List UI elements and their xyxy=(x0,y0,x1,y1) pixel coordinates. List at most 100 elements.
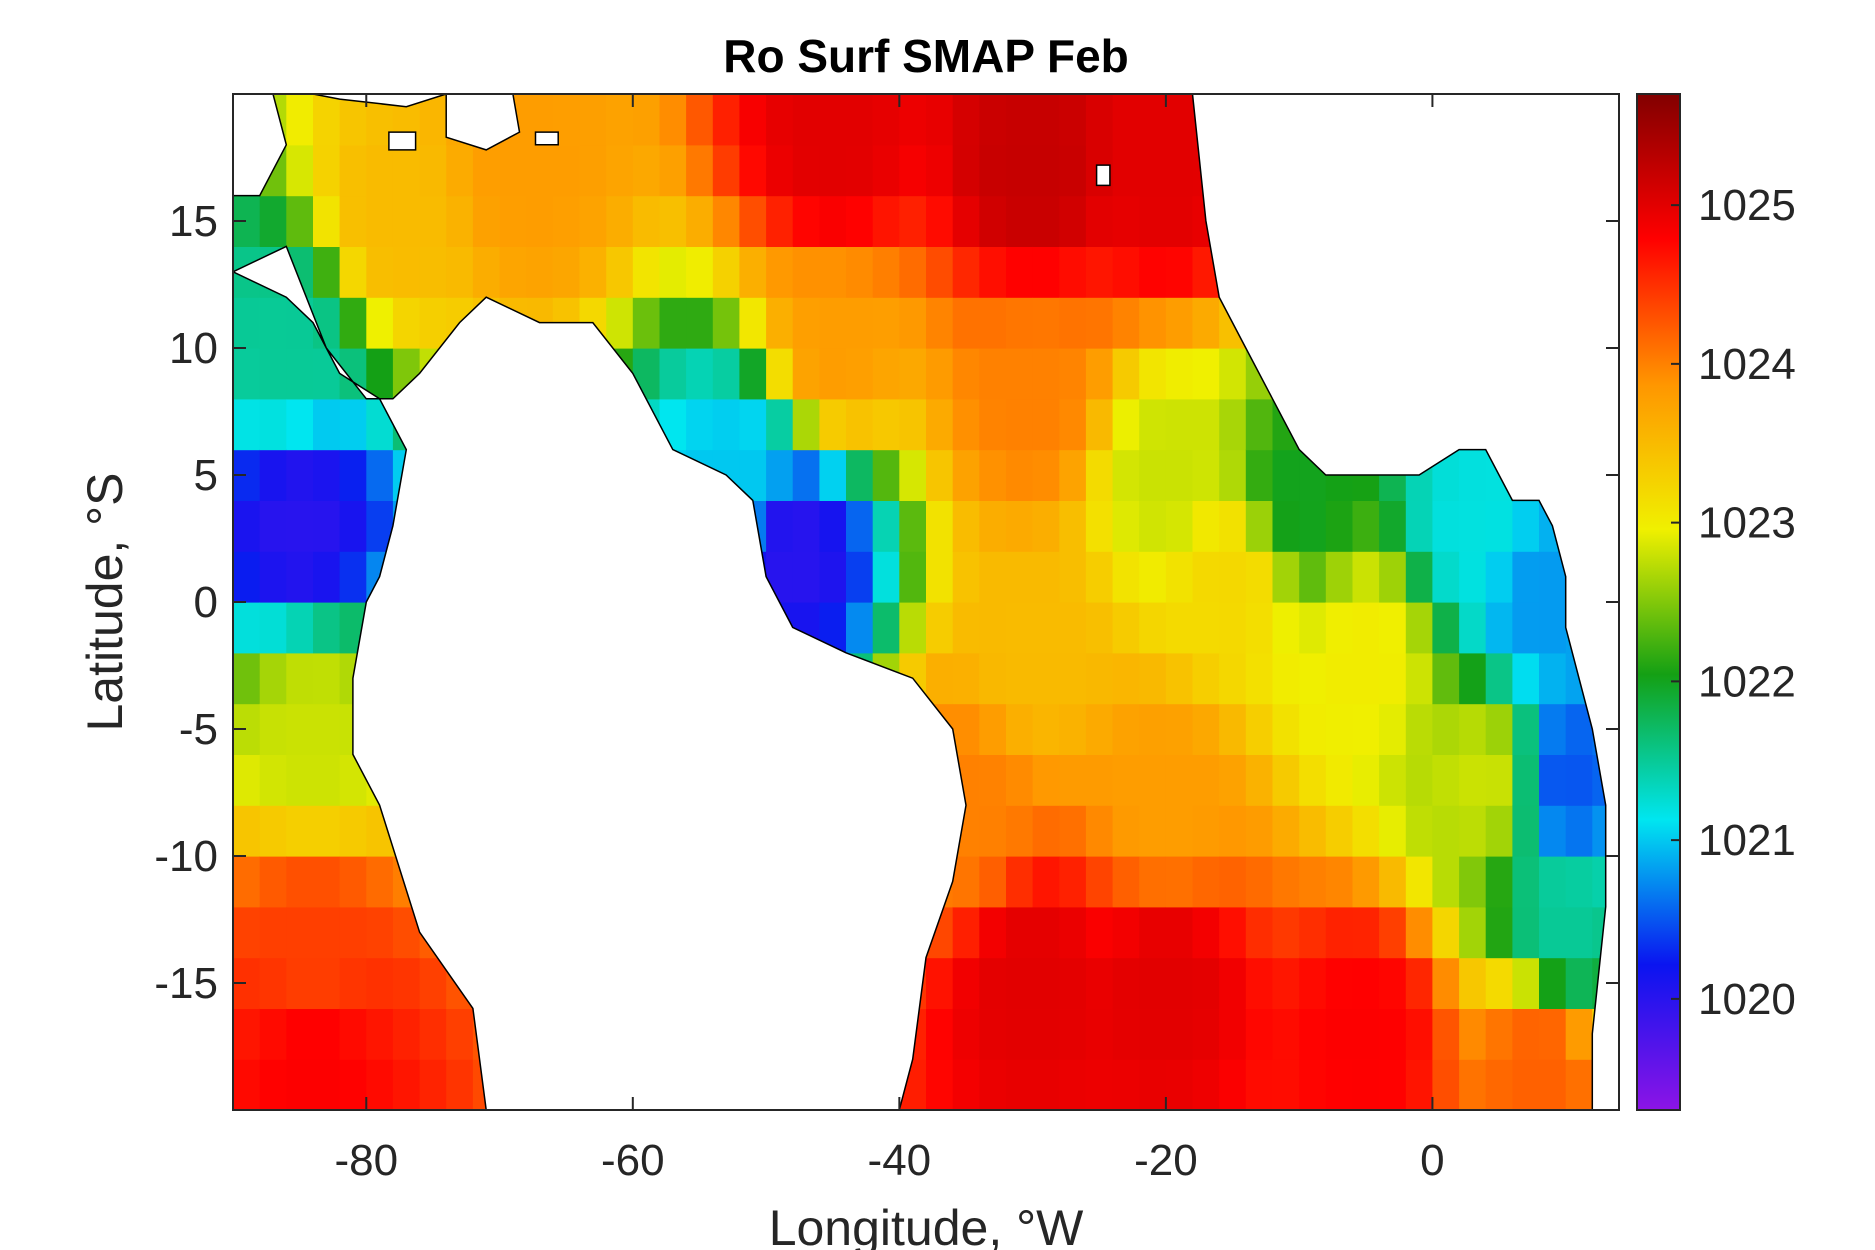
heatmap-cell xyxy=(1112,551,1140,603)
heatmap-cell xyxy=(1459,500,1487,552)
heatmap-cell xyxy=(1512,1059,1540,1110)
heatmap-cell xyxy=(339,906,367,959)
heatmap-cell xyxy=(1219,1008,1247,1060)
heatmap-cell xyxy=(872,246,900,298)
heatmap-cell xyxy=(766,398,794,451)
heatmap-cell xyxy=(926,398,954,451)
heatmap-cell xyxy=(1139,144,1167,197)
heatmap-cell xyxy=(1059,1008,1087,1060)
heatmap-cell xyxy=(1379,957,1407,1009)
heatmap-cell xyxy=(339,1059,367,1110)
heatmap-cell xyxy=(926,1059,954,1110)
heatmap-cell xyxy=(1512,500,1540,552)
heatmap-cell xyxy=(926,348,954,400)
heatmap-cell xyxy=(259,500,287,552)
heatmap-cell xyxy=(1165,906,1194,959)
heatmap-cell xyxy=(1006,398,1034,451)
heatmap-cell xyxy=(286,500,314,552)
heatmap-cell xyxy=(1219,856,1247,908)
heatmap-cell xyxy=(339,957,367,1009)
heatmap-cell xyxy=(1459,856,1487,908)
heatmap-cell xyxy=(1459,906,1487,959)
heatmap-cell xyxy=(1485,805,1513,857)
heatmap-cell xyxy=(1219,500,1247,552)
heatmap-cell xyxy=(1139,1008,1167,1060)
heatmap-cell xyxy=(1192,856,1220,908)
heatmap-cell xyxy=(1352,754,1380,806)
heatmap-cell xyxy=(1325,957,1354,1009)
heatmap-cell xyxy=(739,246,767,298)
heatmap-cell xyxy=(419,94,447,146)
heatmap-cell xyxy=(846,398,874,451)
heatmap-cell xyxy=(766,246,794,298)
heatmap-cell xyxy=(1032,449,1060,501)
heatmap-cell xyxy=(1112,652,1140,705)
heatmap-cell xyxy=(1272,500,1300,552)
heatmap-cell xyxy=(1192,551,1220,603)
y-tick-label: -5 xyxy=(179,705,218,754)
heatmap-cell xyxy=(979,754,1007,806)
heatmap-cell xyxy=(1085,805,1114,857)
heatmap-cell xyxy=(1432,856,1460,908)
heatmap-cell xyxy=(846,144,874,197)
y-tick-label: 5 xyxy=(194,451,218,500)
colorbar-tick-label: 1025 xyxy=(1698,181,1796,230)
heatmap-cell xyxy=(606,297,634,349)
plot-area xyxy=(233,94,1619,1110)
heatmap-cell xyxy=(1165,551,1194,603)
heatmap-cell xyxy=(259,348,287,400)
heatmap-cell xyxy=(1459,703,1487,755)
heatmap-cell xyxy=(979,551,1007,603)
heatmap-cell xyxy=(952,551,980,603)
heatmap-cell xyxy=(1059,906,1087,959)
heatmap-cell xyxy=(339,1008,367,1060)
colorbar: 1020 1021 1022 1023 1024 1025 xyxy=(1636,93,1796,1111)
heatmap-cell xyxy=(899,94,927,146)
heatmap-cell xyxy=(1219,906,1247,959)
heatmap-cell xyxy=(1352,500,1380,552)
heatmap-cell xyxy=(1432,602,1460,654)
heatmap-cell xyxy=(1432,703,1460,755)
heatmap-cell xyxy=(1299,906,1327,959)
heatmap-cell xyxy=(526,246,554,298)
heatmap-cell xyxy=(313,398,341,451)
heatmap-cell xyxy=(313,551,341,603)
heatmap-cell xyxy=(1192,805,1220,857)
heatmap-cell xyxy=(606,144,634,197)
heatmap-cell xyxy=(926,449,954,501)
heatmap-cell xyxy=(1485,703,1513,755)
heatmap-cell xyxy=(1459,957,1487,1009)
colorbar-tick-label: 1022 xyxy=(1698,657,1796,706)
heatmap-cell xyxy=(446,195,474,247)
heatmap-cell xyxy=(792,297,820,349)
heatmap-cell xyxy=(1299,1008,1327,1060)
heatmap-cell xyxy=(1032,348,1060,400)
chart-title: Ro Surf SMAP Feb xyxy=(723,30,1129,82)
heatmap-cell xyxy=(846,500,874,552)
heatmap-cell xyxy=(686,246,714,298)
heatmap-cell xyxy=(606,195,634,247)
heatmap-cell xyxy=(286,602,314,654)
heatmap-cell xyxy=(1112,856,1140,908)
heatmap-cell xyxy=(339,856,367,908)
heatmap-cell xyxy=(952,94,980,146)
heatmap-cell xyxy=(392,195,421,247)
heatmap-cell xyxy=(979,957,1007,1009)
heatmap-cell xyxy=(632,297,661,349)
heatmap-cell xyxy=(792,144,820,197)
heatmap-cell xyxy=(1192,348,1220,400)
heatmap-cell xyxy=(926,602,954,654)
heatmap-cell xyxy=(1512,906,1540,959)
heatmap-cell xyxy=(819,500,847,552)
heatmap-cell xyxy=(952,1059,980,1110)
heatmap-cell xyxy=(979,856,1007,908)
heatmap-cell xyxy=(1006,602,1034,654)
heatmap-cell xyxy=(1245,906,1274,959)
heatmap-cell xyxy=(1192,652,1220,705)
heatmap-cell xyxy=(1165,1008,1194,1060)
heatmap-cell xyxy=(313,348,341,400)
heatmap-cell xyxy=(1219,652,1247,705)
heatmap-cell xyxy=(899,398,927,451)
heatmap-cell xyxy=(1059,297,1087,349)
